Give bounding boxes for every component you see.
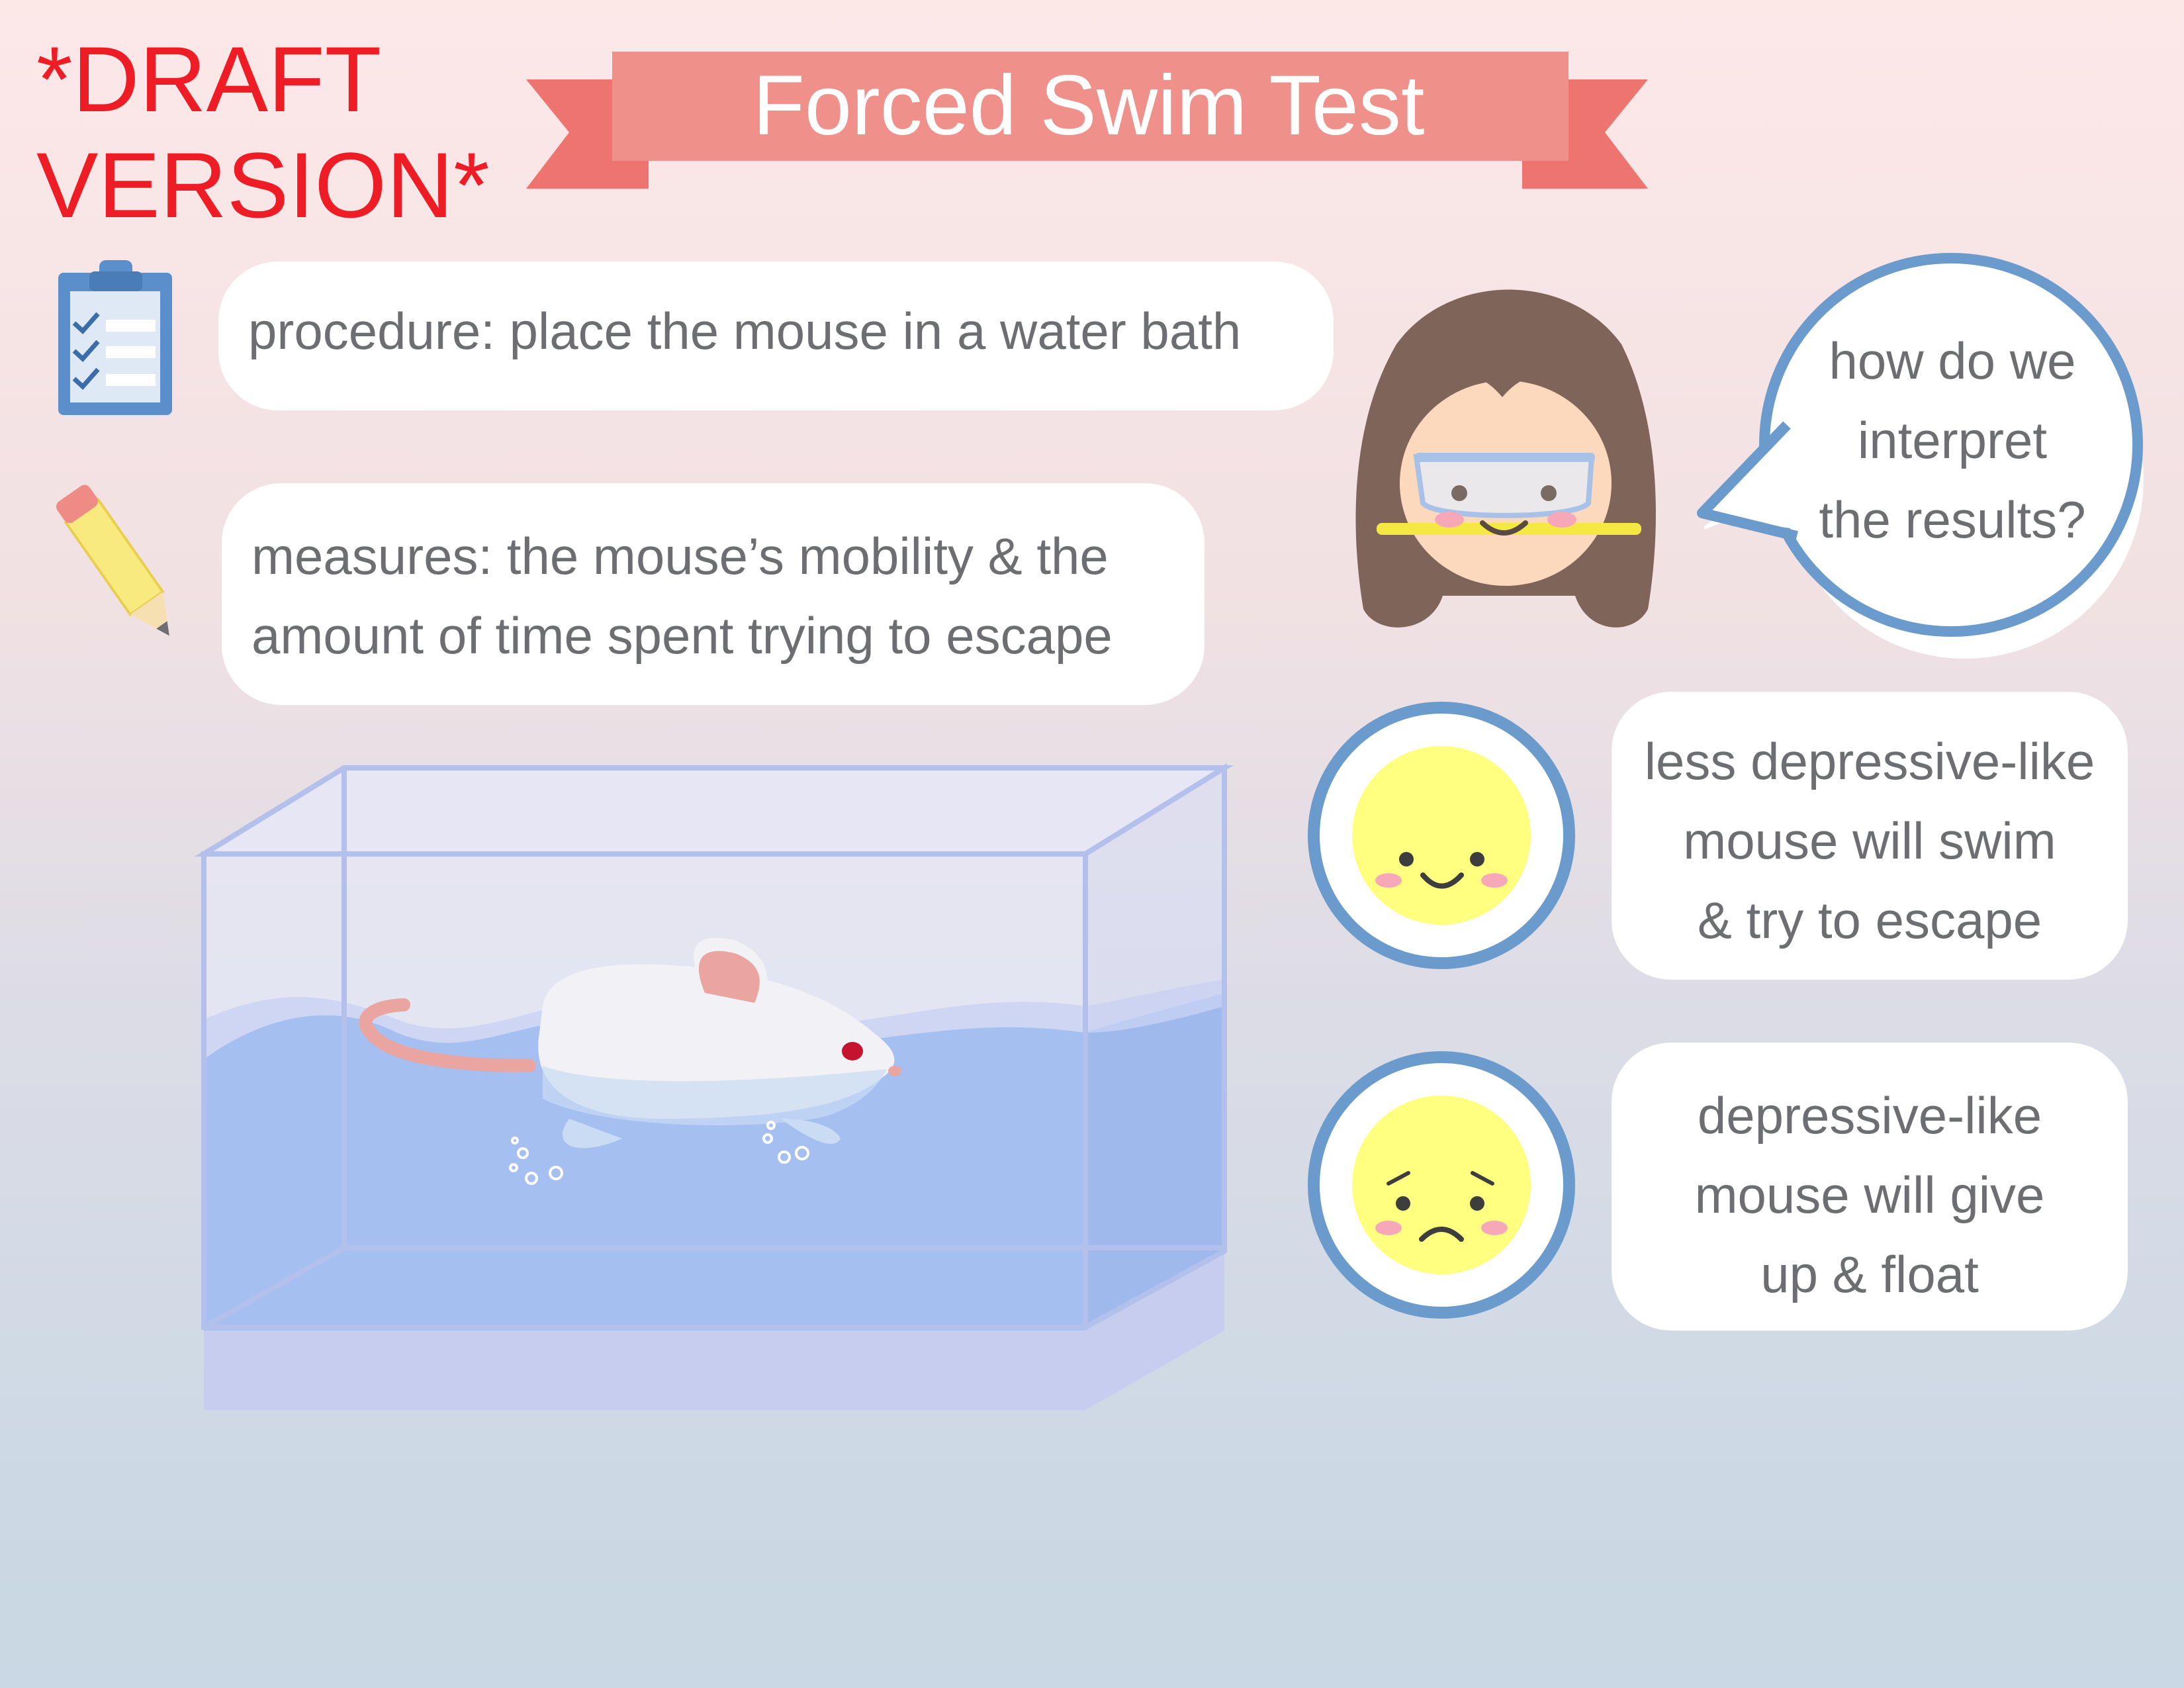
measures-text: measures: the mouse’s mobility & the amo… (251, 527, 1113, 665)
sad-result-bubble: depressive-like mouse will give up & flo… (1612, 1043, 2128, 1331)
sad-result-text: depressive-like mouse will give up & flo… (1694, 1086, 2045, 1303)
clipboard-icon (58, 260, 172, 415)
draft-watermark: *DRAFT VERSION* (36, 27, 490, 237)
question-text: how do we interpret the results? (1819, 332, 2086, 549)
procedure-text: procedure: place the mouse in a water ba… (248, 302, 1242, 360)
measures-bubble: measures: the mouse’s mobility & the amo… (222, 483, 1205, 705)
pencil-icon (56, 485, 169, 636)
procedure-bubble: procedure: place the mouse in a water ba… (218, 261, 1334, 410)
mouse-illustration (359, 937, 901, 1185)
scientist-avatar (1355, 289, 1656, 628)
title-banner (526, 52, 1648, 189)
sad-face-icon (1308, 1051, 1575, 1319)
page-title: Forced Swim Test (752, 58, 1425, 153)
happy-result-bubble: less depressive-like mouse will swim & t… (1612, 692, 2128, 980)
happy-result-text: less depressive-like mouse will swim & t… (1644, 732, 2095, 949)
question-speech-bubble (1697, 253, 2144, 659)
happy-face-icon (1308, 702, 1575, 969)
